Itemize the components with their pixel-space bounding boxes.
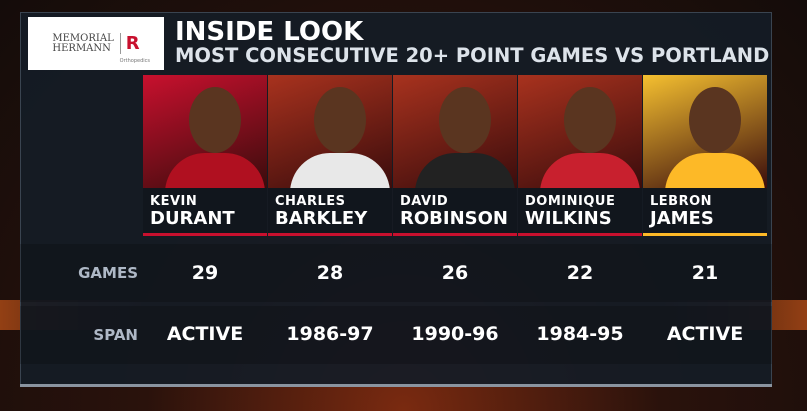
span-value: 1984-95: [536, 323, 624, 345]
graphic-subtitle: MOST CONSECUTIVE 20+ POINT GAMES VS PORT…: [175, 44, 770, 67]
player-head: [314, 87, 366, 153]
player-photo: [143, 75, 267, 188]
span-value: ACTIVE: [166, 323, 244, 345]
player-card: KEVIN DURANT: [143, 75, 267, 236]
player-jersey: [415, 153, 515, 188]
span-row: [20, 306, 772, 364]
span-value: 1990-96: [411, 323, 499, 345]
games-value: 22: [566, 262, 594, 284]
player-card: CHARLES BARKLEY: [268, 75, 392, 236]
span-label: SPAN: [93, 326, 138, 344]
player-photo: [268, 75, 392, 188]
bottom-line: [20, 384, 772, 387]
player-name: LEBRON JAMES: [643, 188, 767, 236]
span-value: ACTIVE: [666, 323, 744, 345]
player-head: [564, 87, 616, 153]
player-card: DOMINIQUE WILKINS: [518, 75, 642, 236]
sponsor-line1: MEMORIAL: [52, 32, 114, 44]
sponsor-sub: Orthopedics: [119, 58, 150, 64]
player-last-name: JAMES: [650, 208, 714, 229]
player-last-name: BARKLEY: [275, 208, 368, 229]
graphic-title: INSIDE LOOK: [175, 17, 364, 47]
span-value: 1986-97: [286, 323, 374, 345]
player-head: [439, 87, 491, 153]
player-first-name: DAVID: [400, 194, 449, 209]
player-last-name: DURANT: [150, 208, 235, 229]
games-value: 28: [316, 262, 344, 284]
sponsor-line2: HERMANN: [52, 42, 111, 54]
player-name: DAVID ROBINSON: [393, 188, 517, 236]
player-photo: [393, 75, 517, 188]
player-name: DOMINIQUE WILKINS: [518, 188, 642, 236]
games-label: GAMES: [78, 264, 138, 282]
sponsor-logo: MEMORIAL HERMANN R Orthopedics: [28, 17, 164, 70]
player-name: KEVIN DURANT: [143, 188, 267, 236]
player-head: [689, 87, 741, 153]
player-jersey: [165, 153, 265, 188]
player-first-name: DOMINIQUE: [525, 194, 616, 209]
player-last-name: WILKINS: [525, 208, 612, 229]
player-photo: [643, 75, 767, 188]
games-row: [20, 244, 772, 302]
player-card: LEBRON JAMES: [643, 75, 767, 236]
games-value: 29: [191, 262, 219, 284]
player-card: DAVID ROBINSON: [393, 75, 517, 236]
player-name: CHARLES BARKLEY: [268, 188, 392, 236]
player-head: [189, 87, 241, 153]
games-value: 26: [441, 262, 469, 284]
player-first-name: CHARLES: [275, 194, 346, 209]
games-value: 21: [691, 262, 719, 284]
player-photo: [518, 75, 642, 188]
player-jersey: [665, 153, 765, 188]
player-last-name: ROBINSON: [400, 208, 508, 229]
rockets-logo-icon: R: [119, 33, 140, 54]
player-first-name: LEBRON: [650, 194, 713, 209]
player-jersey: [290, 153, 390, 188]
player-first-name: KEVIN: [150, 194, 198, 209]
player-jersey: [540, 153, 640, 188]
